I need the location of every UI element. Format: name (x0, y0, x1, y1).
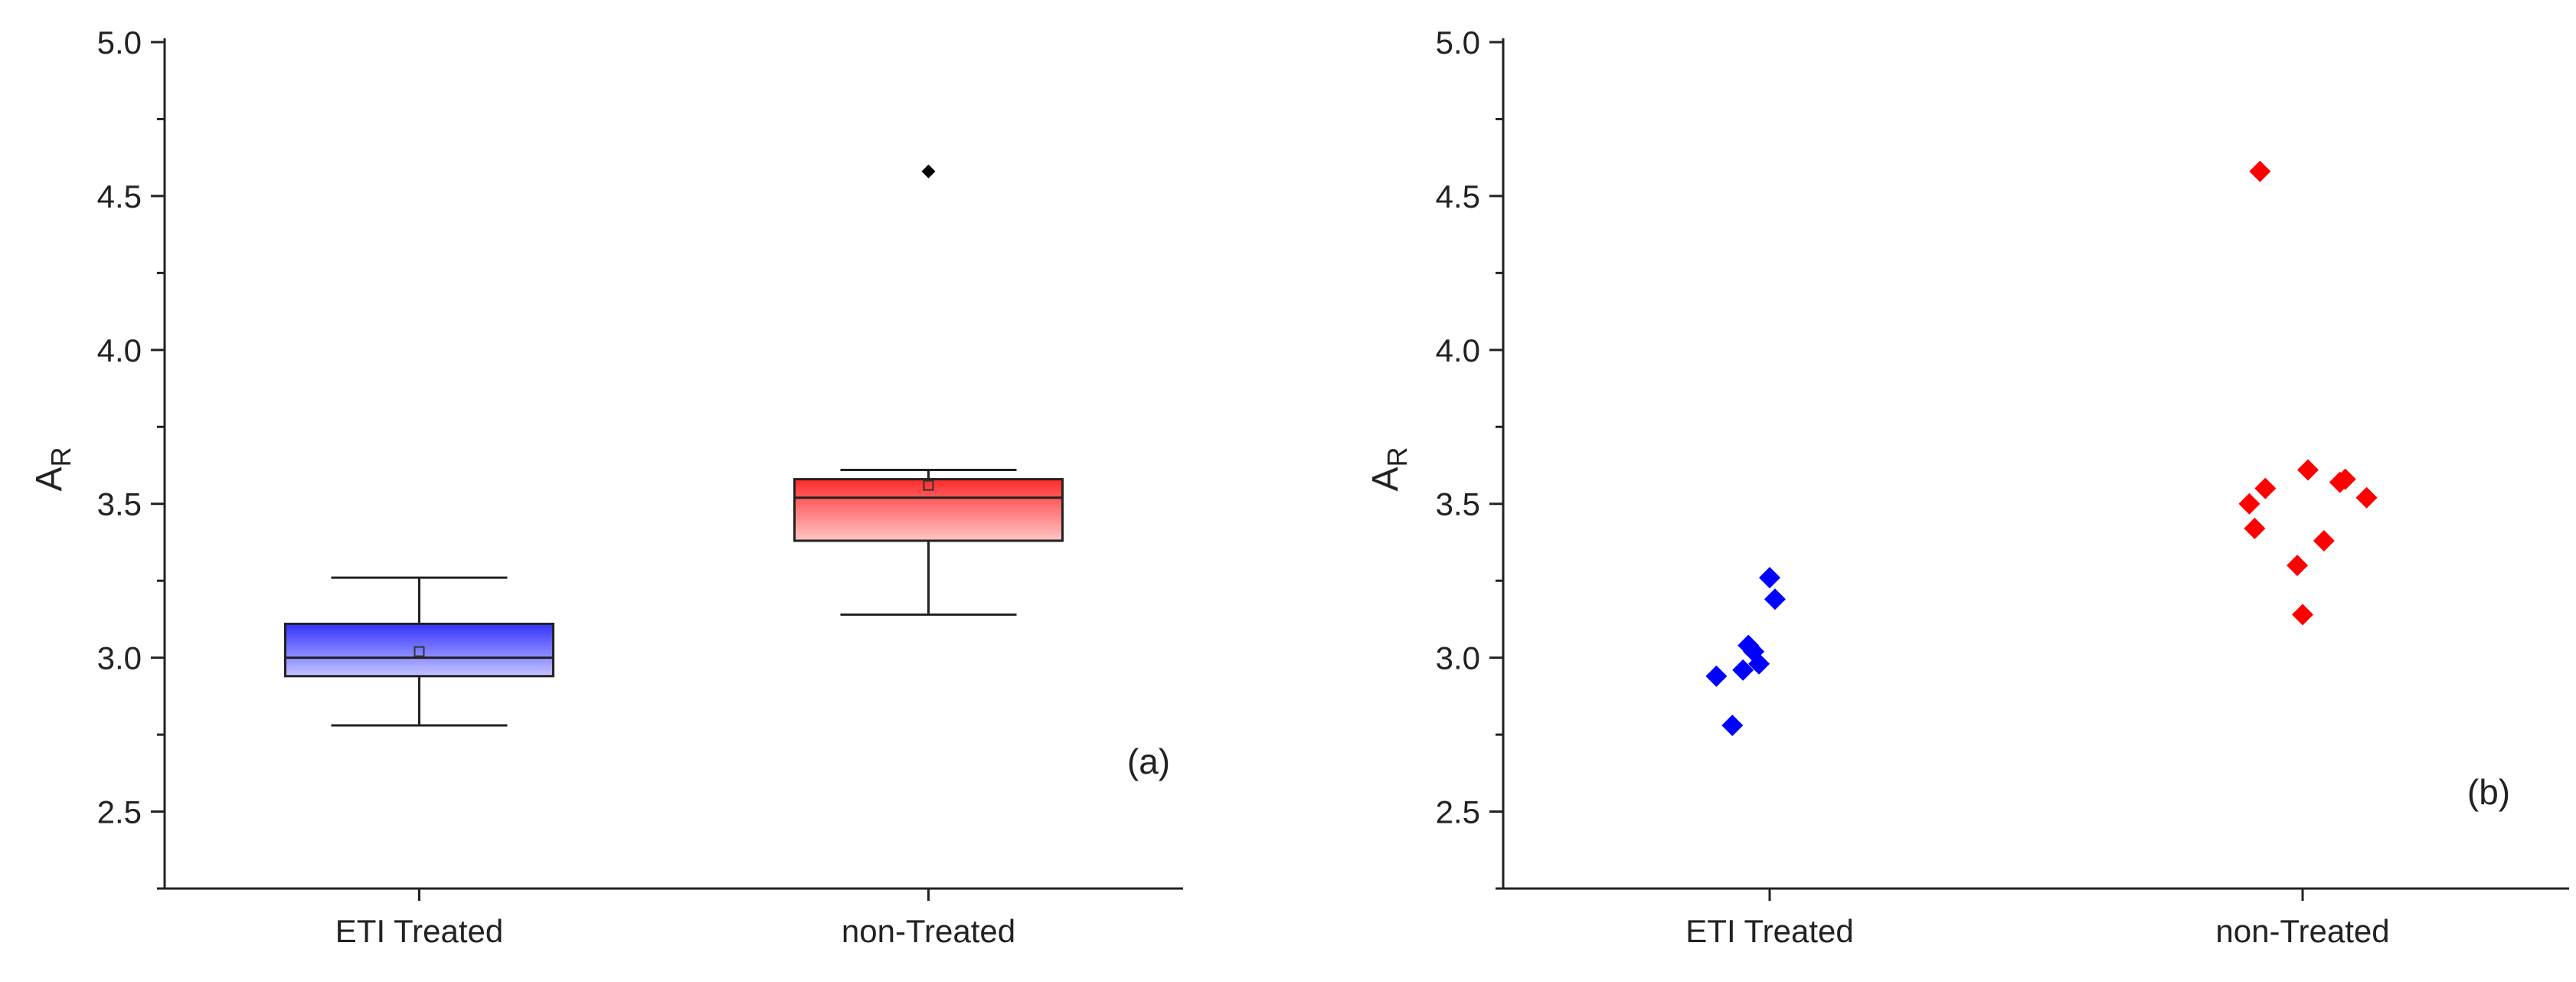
scatter-point (1759, 567, 1780, 589)
x-tick-label: ETI Treated (1685, 913, 1853, 949)
mean-marker (414, 646, 425, 657)
y-tick-label: 3.5 (1436, 486, 1480, 522)
y-tick-label: 3.0 (1436, 640, 1480, 676)
y-tick-label: 5.0 (97, 25, 142, 61)
x-tick-label: non-Treated (842, 913, 1015, 949)
y-tick-label: 4.0 (97, 332, 142, 368)
scatter-point (2244, 517, 2266, 539)
y-tick-label: 2.5 (1436, 794, 1480, 830)
panel-b-axes: 2.5 3.0 3.5 4.0 4.5 5.0 ETI Treated non-Treated (1436, 25, 2569, 949)
scatter-point (2254, 477, 2277, 499)
scatter-point (2292, 604, 2313, 626)
y-tick-label: 2.5 (97, 794, 142, 830)
scatter-point (1748, 653, 1770, 675)
panel-b-label: (b) (2467, 772, 2510, 812)
scatter-point (2238, 493, 2261, 515)
panel-a-boxplot: 2.5 3.0 3.5 4.0 4.5 5.0 ETI Treated non-Treated… (29, 25, 1183, 949)
panel-a-axes: 2.5 3.0 3.5 4.0 4.5 5.0 ETI Treated non-Treated (97, 25, 1183, 949)
y-tick-label: 4.5 (97, 178, 142, 214)
box-eti-treated (284, 576, 554, 727)
scatter-point (2249, 160, 2271, 182)
panel-a-y-axis-label: AR (29, 447, 77, 491)
box-body (284, 622, 554, 678)
panel-a-label: (a) (1127, 741, 1170, 781)
y-tick-label: 3.0 (97, 640, 142, 676)
x-tick-label: non-Treated (2215, 913, 2389, 949)
scatter-point (2329, 471, 2351, 493)
box-body (793, 478, 1064, 542)
scatter-point (1764, 588, 1786, 610)
series-eti-treated (1705, 567, 1786, 737)
scatter-point (1721, 715, 1744, 737)
box-non-treated (793, 164, 1064, 616)
y-tick-label: 5.0 (1436, 25, 1480, 61)
y-tick-label: 3.5 (97, 486, 142, 522)
series-non-treated (2238, 160, 2378, 626)
panel-b-y-axis-label: AR (1365, 447, 1413, 491)
x-tick-label: ETI Treated (335, 913, 503, 949)
outlier-point (921, 164, 936, 178)
panel-a-marks (284, 164, 1064, 727)
scatter-point (2355, 486, 2378, 509)
scatter-point (2287, 555, 2309, 577)
panel-b-scatter: 2.5 3.0 3.5 4.0 4.5 5.0 ETI Treated non-Treated… (1365, 25, 2569, 949)
scatter-point (2296, 459, 2319, 481)
scatter-point (1705, 665, 1728, 687)
scatter-point (1732, 659, 1754, 681)
y-tick-label: 4.0 (1436, 332, 1480, 368)
y-tick-label: 4.5 (1436, 178, 1480, 214)
panel-b-marks (1705, 160, 2378, 737)
scatter-point (2313, 529, 2335, 552)
mean-marker (923, 480, 934, 491)
